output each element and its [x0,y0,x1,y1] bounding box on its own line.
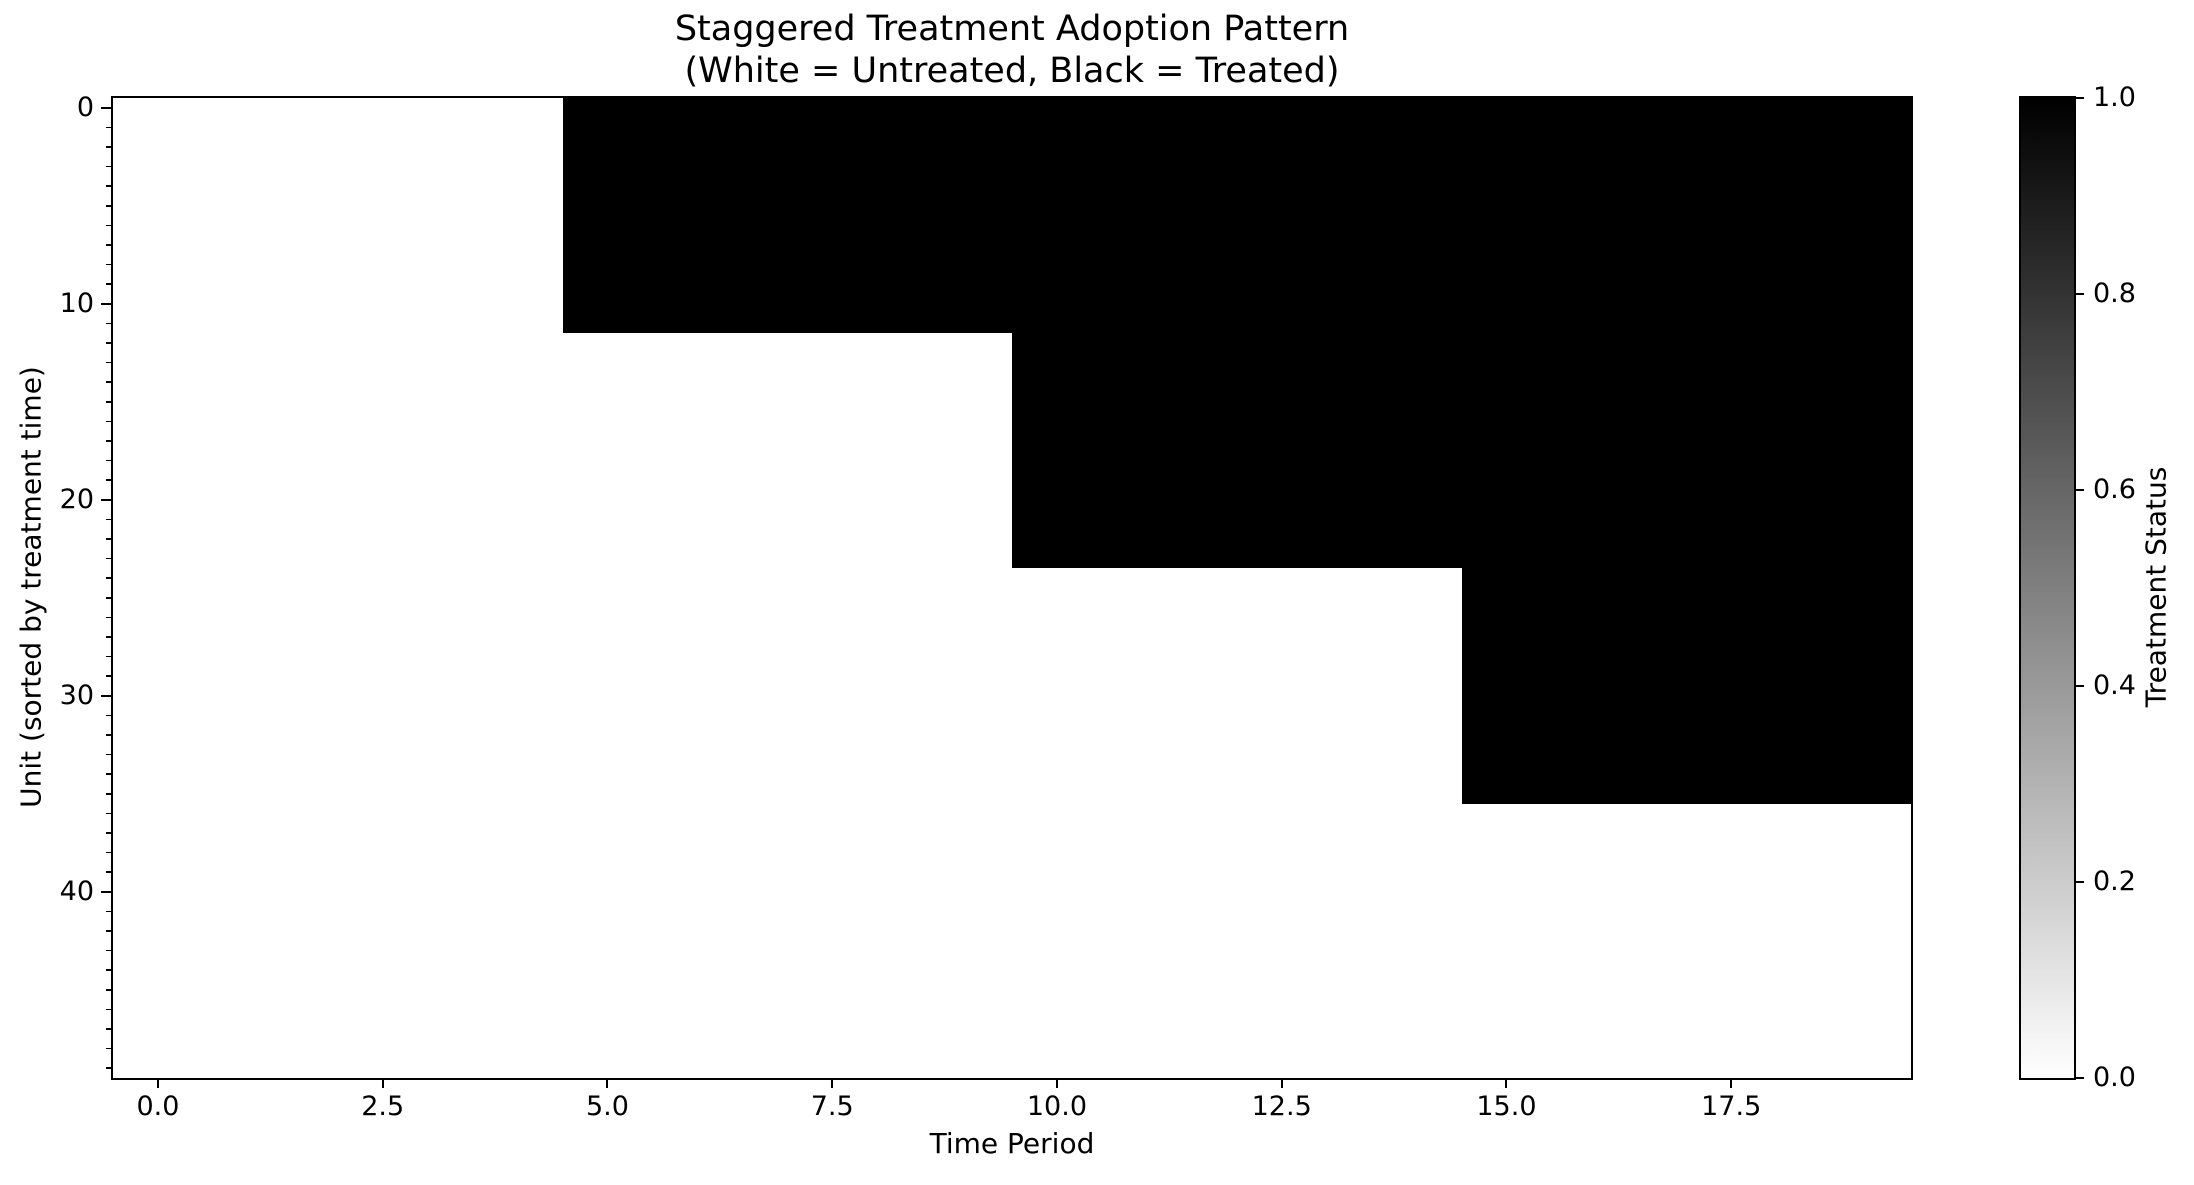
x-tick [381,1078,384,1088]
x-tick [606,1078,609,1088]
y-tick [101,890,111,893]
y-minor-tick [105,969,111,971]
y-minor-tick [105,910,111,913]
colorbar-tick-label: 0.0 [2093,1062,2136,1093]
colorbar-tick-label: 1.0 [2093,82,2136,113]
y-minor-tick [105,185,111,187]
y-minor-tick [105,734,111,736]
y-minor-tick [105,597,111,599]
y-minor-tick [105,440,111,442]
colorbar-tick-label: 0.8 [2093,278,2136,309]
y-tick [101,106,111,109]
colorbar-tick-label: 0.6 [2093,474,2136,505]
y-minor-tick [105,283,111,285]
chart-title: Staggered Treatment Adoption Pattern (Wh… [113,8,1911,92]
y-minor-tick [105,773,111,775]
y-minor-tick [105,832,111,834]
x-tick [156,1078,159,1088]
y-minor-tick [105,361,111,364]
y-minor-tick [105,538,111,540]
y-tick-label: 10 [59,287,94,319]
colorbar-tick [2076,685,2084,687]
y-minor-tick [105,949,111,952]
y-minor-tick [105,479,111,481]
y-minor-tick [105,930,111,932]
y-minor-tick [105,812,111,815]
y-minor-tick [105,714,111,717]
colorbar-tick [2076,1077,2084,1079]
y-minor-tick [105,1008,111,1011]
x-tick [1055,1078,1058,1088]
x-tick [831,1078,834,1088]
y-minor-tick [105,989,111,991]
y-minor-tick [105,459,111,462]
y-minor-tick [105,342,111,344]
y-minor-tick [105,205,111,207]
x-tick-label: 12.5 [1251,1091,1312,1122]
y-minor-tick [105,636,111,638]
treated-region-cohort-1 [562,98,1911,334]
treated-region-cohort-2 [1012,333,1911,569]
colorbar-tick-label: 0.2 [2093,866,2136,897]
y-minor-tick [105,401,111,403]
y-tick [101,302,111,305]
colorbar-tick [2076,881,2084,883]
y-minor-tick [105,1067,111,1069]
colorbar-label: Treatment Status [2139,466,2173,708]
x-axis-label: Time Period [929,1127,1095,1160]
y-minor-tick [105,263,111,266]
x-tick [1280,1078,1283,1088]
y-minor-tick [105,322,111,325]
treated-region-cohort-3 [1461,568,1911,804]
chart-title-line1: Staggered Treatment Adoption Pattern [674,9,1350,49]
colorbar-tick [2076,97,2084,99]
y-minor-tick [105,518,111,521]
y-minor-tick [105,224,111,227]
y-tick-label: 30 [59,679,94,711]
y-minor-tick [105,557,111,560]
x-tick-label: 5.0 [585,1091,629,1122]
y-minor-tick [105,126,111,129]
y-tick [101,498,111,501]
y-minor-tick [105,851,111,854]
x-tick-label: 17.5 [1701,1091,1762,1122]
x-tick-label: 2.5 [361,1091,405,1122]
x-tick-label: 0.0 [136,1091,180,1122]
y-tick-label: 40 [59,875,94,907]
colorbar-tick [2076,293,2084,295]
y-minor-tick [105,165,111,168]
y-minor-tick [105,655,111,658]
y-tick [101,694,111,697]
y-minor-tick [105,616,111,619]
y-minor-tick [105,244,111,246]
x-tick-label: 10.0 [1026,1091,1087,1122]
y-minor-tick [105,420,111,423]
chart-title-line2: (White = Untreated, Black = Treated) [684,51,1340,91]
y-minor-tick [105,675,111,677]
y-minor-tick [105,1047,111,1050]
x-tick-label: 7.5 [810,1091,854,1122]
x-tick [1505,1078,1508,1088]
heatmap-plot [111,96,1913,1080]
y-minor-tick [105,753,111,756]
colorbar-tick [2076,489,2084,491]
colorbar-tick-label: 0.4 [2093,670,2136,701]
x-tick-label: 15.0 [1476,1091,1537,1122]
y-tick-label: 20 [59,483,94,515]
y-tick-label: 0 [76,91,94,123]
y-minor-tick [105,1028,111,1030]
x-tick [1730,1078,1733,1088]
y-minor-tick [105,146,111,148]
y-minor-tick [105,381,111,383]
colorbar [2019,96,2076,1080]
y-minor-tick [105,871,111,873]
y-minor-tick [105,793,111,795]
y-minor-tick [105,577,111,579]
y-axis-label: Unit (sorted by treatment time) [14,366,48,808]
